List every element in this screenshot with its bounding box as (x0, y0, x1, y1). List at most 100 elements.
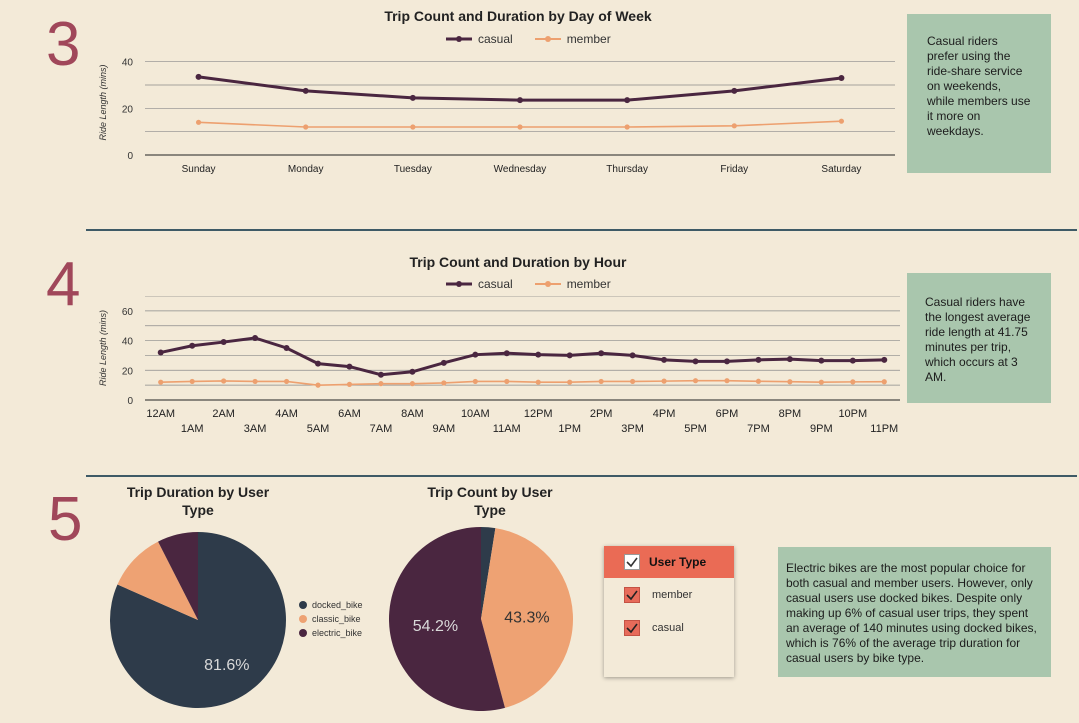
legend-item-member: member (534, 277, 611, 291)
data-point-member (221, 378, 227, 384)
pie-legend-dot-classic (299, 615, 307, 623)
data-point-casual (723, 358, 730, 365)
x-tick-label: 6AM (338, 408, 361, 420)
y-axis-label: Ride Length (mins) (98, 310, 108, 386)
data-point-member (630, 378, 636, 385)
filter-header[interactable]: User Type (604, 546, 734, 578)
x-tick-label: Tuesday (394, 164, 432, 175)
x-tick-label: 8AM (401, 408, 424, 420)
y-tick-label: 0 (127, 396, 133, 407)
x-tick-label: 2PM (590, 408, 613, 420)
pie-slice-electric_bike (388, 527, 505, 711)
x-tick-label: 5AM (307, 423, 330, 435)
x-tick-label: Sunday (182, 164, 216, 175)
data-point-member (346, 381, 353, 387)
data-point-casual (195, 73, 202, 80)
x-tick-label: 11AM (493, 423, 521, 435)
x-tick-label: 5PM (684, 423, 707, 435)
filter-select-all-checkbox[interactable] (624, 554, 640, 570)
data-point-member (724, 378, 730, 384)
data-point-member (517, 124, 523, 130)
data-point-member (195, 119, 202, 125)
y-axis-label: Ride Length (mins) (98, 64, 108, 140)
pie-slice-electric_bike (158, 532, 198, 620)
data-point-casual (189, 342, 196, 349)
legend-label-member: member (566, 32, 611, 46)
pie-slice-classic_bike (117, 541, 198, 620)
pie-slice-docked_bike (109, 532, 286, 708)
data-point-member (441, 380, 447, 386)
data-point-member (158, 379, 164, 385)
legend-item-casual: casual (446, 277, 513, 291)
section-number-4: 4 (46, 250, 81, 319)
series-line-casual (160, 336, 885, 377)
legend-label-casual: casual (478, 32, 513, 46)
data-point-member (315, 382, 321, 388)
section-divider-2 (86, 475, 1077, 477)
note-day-of-week: Casual riders prefer using the ride-shar… (907, 14, 1051, 173)
data-point-member (838, 118, 845, 124)
data-point-member (661, 378, 667, 384)
x-tick-label: 1AM (181, 423, 204, 435)
data-point-casual (838, 75, 845, 81)
pie-slice-classic_bike (481, 528, 574, 708)
data-point-member (624, 124, 630, 130)
filter-option-label: casual (652, 621, 684, 634)
legend-swatch-member (534, 281, 561, 287)
x-tick-label: 7AM (370, 423, 393, 435)
data-point-member (535, 379, 541, 385)
pie-legend-item-electric: electric_bike (299, 626, 363, 640)
x-tick-label: 4PM (653, 408, 676, 420)
data-point-casual (881, 356, 888, 363)
data-point-member (472, 378, 478, 385)
section-number-3: 3 (46, 10, 81, 79)
pie-chart-duration: 81.6% (109, 532, 286, 708)
note-bike-type: Electric bikes are the most popular choi… (778, 547, 1051, 677)
x-tick-label: 4AM (275, 408, 298, 420)
y-tick-label: 0 (127, 151, 133, 162)
pie-legend: docked_bike classic_bike electric_bike (299, 598, 363, 640)
x-tick-label: Saturday (821, 164, 861, 175)
data-point-member (755, 378, 762, 384)
y-tick-label: 40 (122, 337, 134, 348)
x-tick-label: 8PM (779, 408, 802, 420)
note-hour: Casual riders have the longest average r… (907, 273, 1051, 403)
user-type-filter[interactable]: User Type member casual (604, 546, 734, 677)
data-point-casual (440, 359, 447, 366)
pie-legend-label-electric: electric_bike (312, 628, 363, 638)
legend-item-member: member (534, 32, 611, 46)
line-chart-day-of-week: 0 20 40 Ride Length (mins) Sunday Monday Tuesd… (98, 58, 895, 175)
filter-option-label: member (652, 588, 693, 601)
x-tick-label: 12PM (524, 408, 553, 420)
check-icon (626, 590, 638, 600)
pie-title-count: Trip Count by User Type (427, 484, 553, 518)
data-point-casual (283, 345, 290, 351)
data-point-casual (220, 339, 227, 346)
x-tick-label: 2AM (212, 408, 235, 420)
x-tick-label: 7PM (747, 423, 770, 435)
pie-chart-count: 43.3% 54.2% (388, 527, 574, 711)
data-point-casual (409, 94, 416, 101)
data-point-casual (786, 356, 793, 363)
data-point-casual (661, 356, 668, 363)
data-point-member (598, 378, 604, 385)
data-point-member (567, 379, 573, 385)
series-line-casual (198, 75, 842, 102)
x-tick-label: 3AM (244, 423, 267, 435)
data-point-member (303, 124, 309, 130)
pie-legend-item-classic: classic_bike (299, 612, 363, 626)
data-point-casual (731, 87, 738, 94)
data-point-member (189, 378, 195, 385)
x-tick-label: 9PM (810, 423, 833, 435)
data-point-member (787, 379, 793, 385)
filter-option-member[interactable]: member (604, 578, 734, 611)
member-checkbox[interactable] (624, 586, 640, 603)
filter-title: User Type (649, 555, 707, 569)
filter-option-casual[interactable]: casual (604, 611, 734, 644)
data-point-casual (566, 352, 573, 359)
legend-hour: casual member (446, 277, 611, 291)
data-point-casual (755, 356, 762, 363)
y-tick-label: 60 (122, 307, 134, 318)
casual-checkbox[interactable] (624, 619, 640, 636)
section-divider-1 (86, 229, 1077, 231)
